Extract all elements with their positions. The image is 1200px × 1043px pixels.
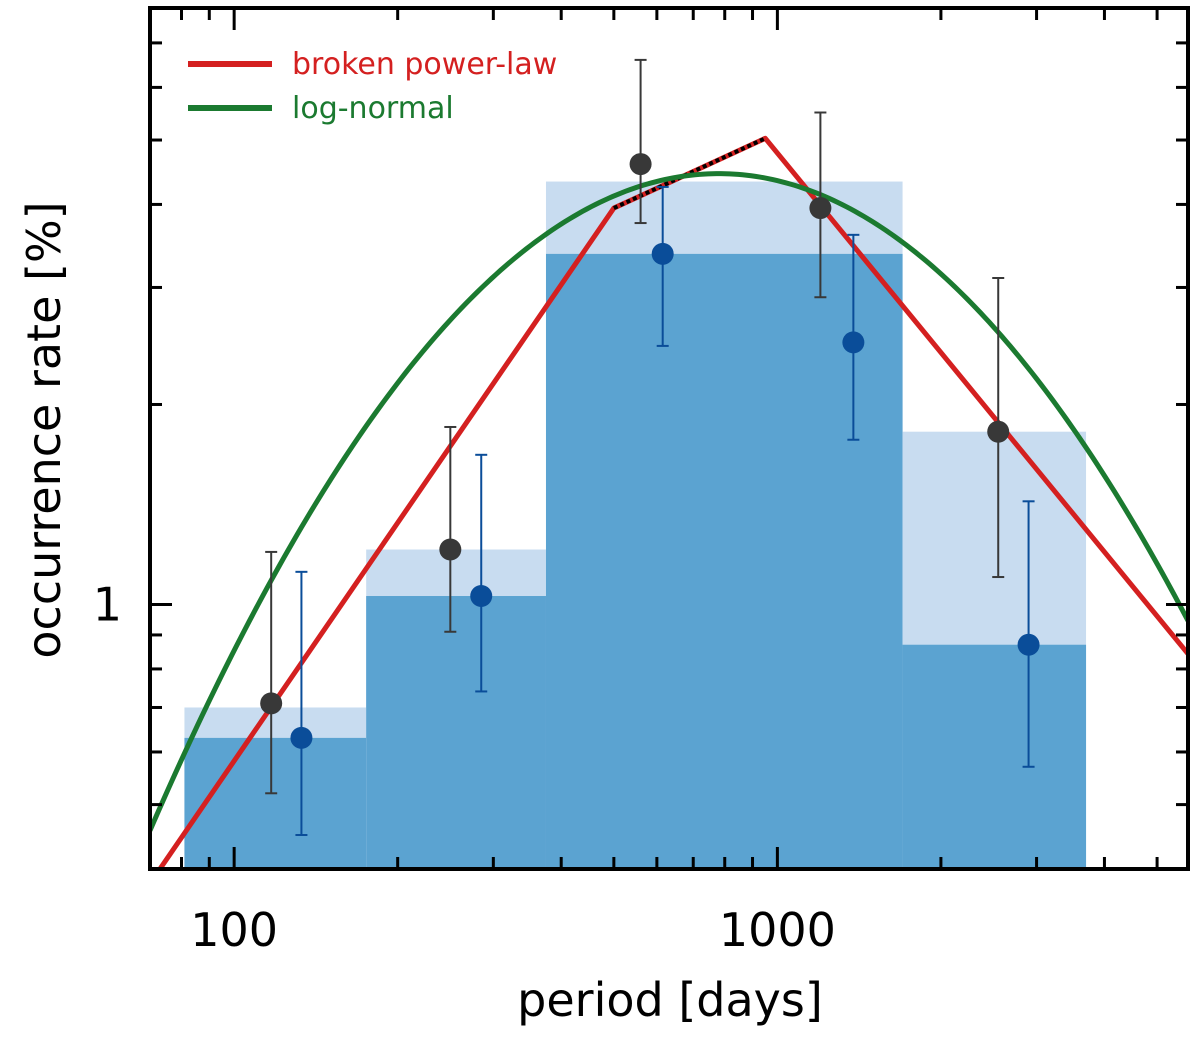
- blue-point-0: [290, 726, 313, 749]
- x-axis-title: period [days]: [517, 973, 823, 1027]
- blue-point-4: [1017, 633, 1040, 656]
- legend-label-1: log-normal: [292, 91, 454, 126]
- dark-point-0: [260, 692, 283, 715]
- axis-ticks: 100 1000 1: [93, 8, 1188, 957]
- dark-point-3: [809, 197, 832, 220]
- y-axis-title: occurrence rate [%]: [17, 201, 71, 658]
- blue-point-1: [470, 585, 493, 608]
- dark-point-1: [439, 538, 462, 561]
- y-tick-label-0: 1: [93, 578, 122, 632]
- legend-label-0: broken power-law: [292, 47, 557, 82]
- blue-point-3: [842, 331, 865, 354]
- bar-dark-1: [366, 596, 546, 869]
- series-line-2: [150, 171, 1188, 832]
- x-tick-label-0: 100: [190, 903, 278, 957]
- data-points: [260, 58, 1040, 837]
- bar-dark-2: [545, 253, 903, 870]
- dark-point-2: [629, 153, 652, 176]
- model-curves: [150, 135, 1188, 869]
- x-tick-label-1: 1000: [719, 903, 836, 957]
- bar-dark-0: [184, 737, 367, 869]
- plot-border: [148, 6, 1190, 871]
- histogram-bars: [184, 181, 1087, 870]
- bar-dark-3: [902, 644, 1087, 869]
- blue-point-2: [651, 242, 674, 265]
- legend: broken power-law log-normal: [188, 47, 557, 126]
- dark-point-4: [987, 420, 1010, 443]
- plot-frame: [148, 6, 1190, 871]
